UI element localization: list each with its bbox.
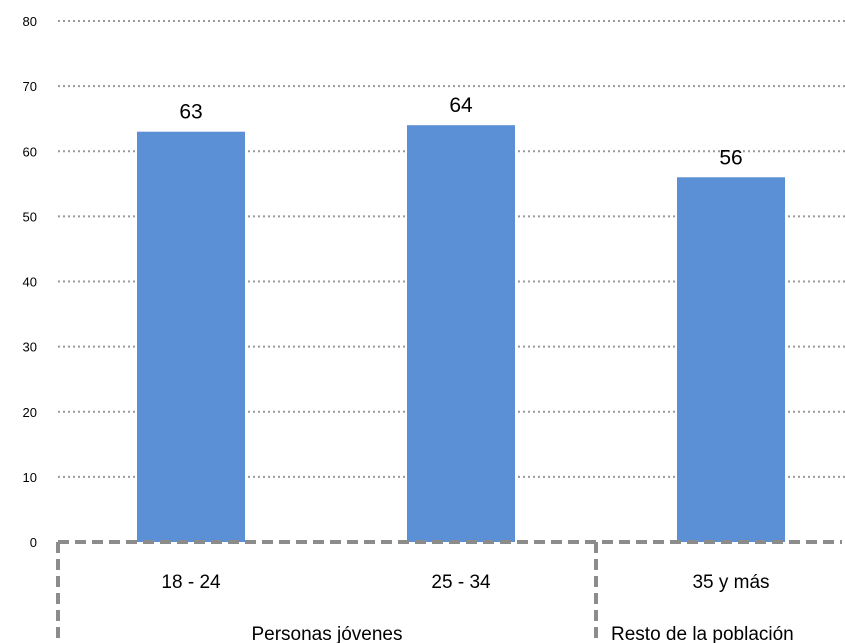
category-group-label: Resto de la población [611, 624, 794, 643]
y-tick-label: 10 [23, 470, 37, 485]
bars [137, 125, 785, 543]
data-label: 56 [719, 146, 742, 169]
y-axis-tick-labels: 0 10 20 30 40 50 60 70 80 [23, 14, 37, 550]
y-tick-label: 40 [23, 275, 37, 290]
y-tick-label: 50 [23, 209, 37, 224]
x-category-label: 18 - 24 [161, 572, 221, 593]
bar-3 [677, 177, 785, 543]
bar-2 [407, 125, 515, 542]
y-tick-label: 70 [23, 79, 37, 94]
y-tick-label: 30 [23, 340, 37, 355]
y-tick-label: 20 [23, 405, 37, 420]
x-category-label: 35 y más [692, 572, 769, 593]
x-category-label: 25 - 34 [431, 572, 491, 593]
y-tick-label: 80 [23, 14, 37, 29]
data-labels: 63 64 56 [179, 94, 742, 169]
category-group-label: Personas jóvenes [251, 624, 402, 643]
data-label: 64 [449, 94, 473, 117]
y-tick-label: 0 [30, 535, 37, 550]
category-group-boxes [56, 540, 842, 643]
bar-1 [137, 131, 245, 542]
x-axis-category-labels: 18 - 24 25 - 34 35 y más Personas jóvenes Re… [161, 572, 793, 643]
data-label: 63 [179, 101, 202, 124]
y-tick-label: 60 [23, 144, 37, 159]
